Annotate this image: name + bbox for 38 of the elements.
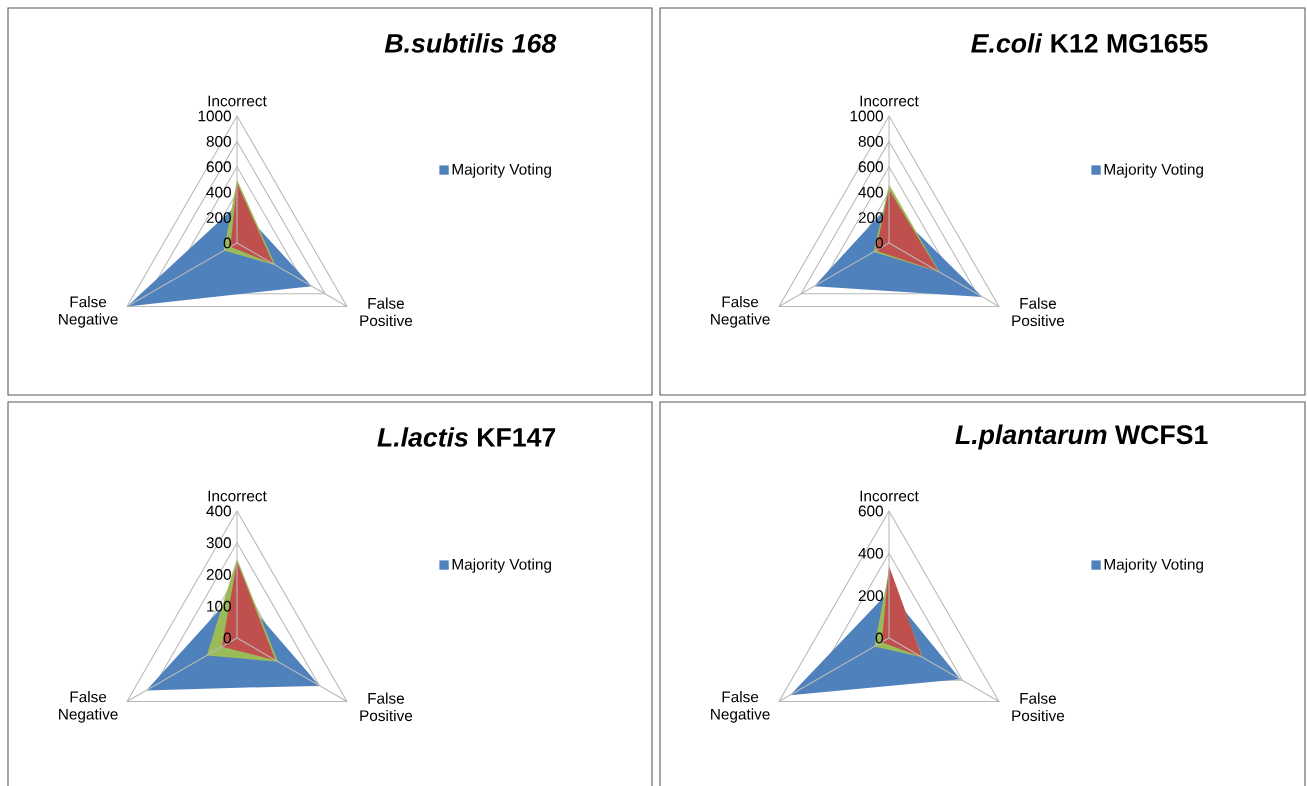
spoke-label: False Positive <box>1012 297 1065 327</box>
legend-label: Majority Voting <box>1104 558 1203 573</box>
y-tick-label: 200 <box>858 590 883 602</box>
spoke-label: Incorrect <box>208 490 267 502</box>
y-tick-label: 600 <box>858 161 883 173</box>
y-tick-label: 400 <box>206 505 231 517</box>
y-tick-label: 200 <box>206 569 231 580</box>
y-tick-label: 600 <box>206 161 231 173</box>
y-tick-label: 1000 <box>198 110 231 122</box>
spoke-label: Incorrect <box>208 95 267 107</box>
y-tick-label: 0 <box>223 632 231 644</box>
spoke-label: False Positive <box>1012 692 1065 722</box>
spoke-label: False Negative <box>711 691 770 723</box>
chart-title: E.coli K12 MG1655 <box>971 33 1208 53</box>
spoke-label: False Negative <box>59 296 118 328</box>
y-tick-label: 300 <box>206 537 231 549</box>
y-tick-label: 1000 <box>850 110 883 122</box>
y-tick-label: 400 <box>858 186 883 198</box>
y-tick-label: 800 <box>206 135 231 147</box>
legend-label: Majority Voting <box>1104 163 1203 178</box>
spoke-label: Incorrect <box>860 490 919 502</box>
y-tick-label: 400 <box>206 186 231 198</box>
spoke-label: False Negative <box>711 296 770 328</box>
y-tick-label: 600 <box>858 505 883 517</box>
chart-title: B.subtilis 168 <box>384 33 557 53</box>
chart-title: L.lactis KF147 <box>377 427 556 447</box>
legend-label: Majority Voting <box>452 163 551 178</box>
spoke-label: False Positive <box>360 692 413 722</box>
y-tick-label: 800 <box>858 135 883 147</box>
spoke-label: False Positive <box>360 297 413 327</box>
spoke-label: Incorrect <box>860 95 919 107</box>
chart-title: L.plantarum WCFS1 <box>955 424 1208 450</box>
y-tick-label: 0 <box>875 237 883 249</box>
y-tick-label: 0 <box>223 237 231 249</box>
spoke-label: False Negative <box>59 691 118 723</box>
legend-label: Majority Voting <box>452 558 551 573</box>
y-tick-label: 0 <box>875 632 883 644</box>
y-tick-label: 400 <box>858 547 883 559</box>
